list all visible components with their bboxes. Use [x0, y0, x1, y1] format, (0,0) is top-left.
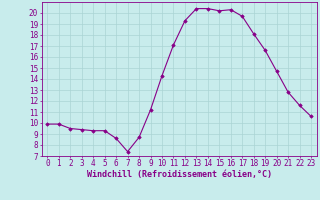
X-axis label: Windchill (Refroidissement éolien,°C): Windchill (Refroidissement éolien,°C) [87, 170, 272, 179]
